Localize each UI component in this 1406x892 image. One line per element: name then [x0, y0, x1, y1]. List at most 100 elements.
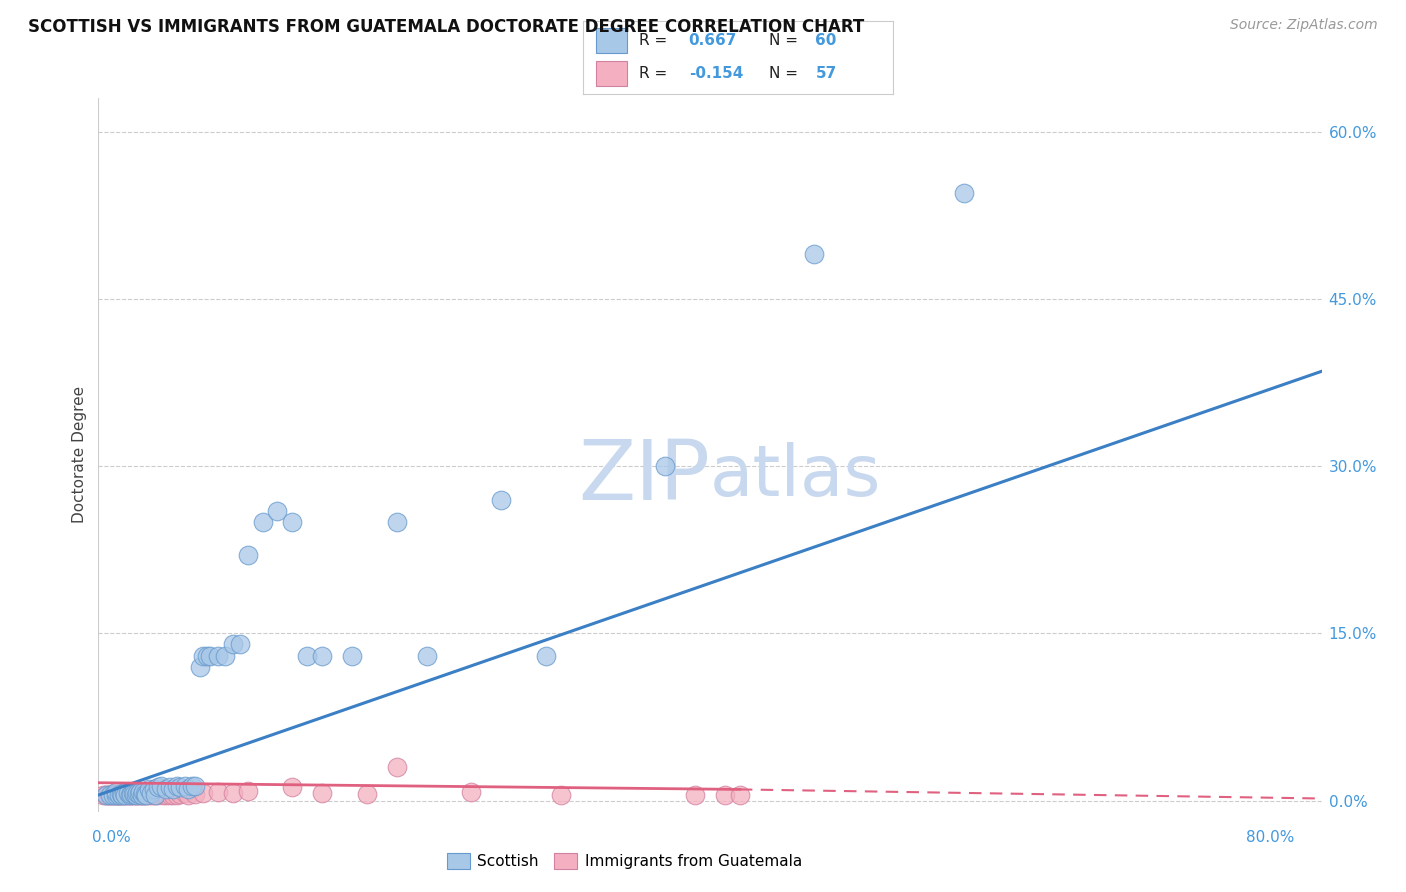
- Legend: Scottish, Immigrants from Guatemala: Scottish, Immigrants from Guatemala: [440, 847, 808, 875]
- Point: [200, 648, 222, 663]
- Point: [117, 786, 139, 800]
- Point: [177, 788, 200, 802]
- Point: [174, 779, 197, 793]
- Point: [236, 783, 259, 797]
- Point: [385, 760, 408, 774]
- Point: [683, 788, 706, 802]
- Point: [281, 780, 304, 794]
- Point: [98, 788, 121, 802]
- Point: [340, 648, 363, 663]
- Point: [166, 779, 188, 793]
- Point: [135, 788, 157, 802]
- Point: [143, 788, 166, 802]
- Y-axis label: Doctorate Degree: Doctorate Degree: [72, 386, 87, 524]
- FancyBboxPatch shape: [596, 28, 627, 54]
- Point: [311, 786, 333, 800]
- Point: [162, 782, 184, 797]
- Text: R =: R =: [640, 66, 672, 81]
- Point: [105, 788, 128, 802]
- Point: [91, 788, 114, 802]
- Point: [952, 186, 974, 200]
- Point: [166, 788, 188, 802]
- Text: 0.667: 0.667: [689, 33, 737, 48]
- Point: [489, 492, 512, 507]
- Point: [118, 788, 141, 802]
- Point: [356, 787, 378, 801]
- Point: [108, 788, 131, 802]
- Point: [112, 786, 135, 800]
- Point: [127, 786, 149, 800]
- FancyBboxPatch shape: [596, 61, 627, 87]
- Point: [415, 648, 437, 663]
- Point: [188, 660, 211, 674]
- Point: [129, 788, 152, 802]
- Point: [191, 648, 214, 663]
- Point: [94, 788, 117, 802]
- Point: [174, 786, 197, 800]
- Point: [728, 788, 751, 802]
- Point: [111, 788, 134, 802]
- Point: [714, 788, 737, 802]
- Point: [103, 787, 125, 801]
- Point: [803, 247, 825, 261]
- Text: 60: 60: [815, 33, 837, 48]
- Point: [103, 788, 125, 802]
- Point: [214, 648, 236, 663]
- Point: [142, 782, 165, 797]
- Text: ZIP: ZIP: [578, 436, 710, 516]
- Point: [159, 780, 181, 794]
- Point: [98, 788, 121, 802]
- Point: [96, 788, 118, 802]
- Point: [385, 515, 408, 529]
- Point: [155, 788, 177, 802]
- Point: [143, 788, 166, 802]
- Text: 80.0%: 80.0%: [1246, 830, 1295, 845]
- Point: [129, 785, 152, 799]
- Point: [229, 637, 252, 651]
- Point: [115, 788, 138, 802]
- Point: [105, 788, 128, 802]
- Point: [169, 787, 191, 801]
- Point: [128, 788, 150, 802]
- Point: [104, 788, 127, 802]
- Point: [221, 786, 243, 800]
- Point: [128, 787, 150, 801]
- Point: [550, 788, 572, 802]
- Text: atlas: atlas: [710, 442, 882, 511]
- Text: R =: R =: [640, 33, 672, 48]
- Point: [94, 788, 117, 802]
- Point: [207, 785, 229, 799]
- Point: [117, 788, 139, 802]
- Point: [110, 787, 132, 801]
- Text: N =: N =: [769, 66, 803, 81]
- Point: [152, 788, 174, 802]
- Point: [127, 788, 149, 802]
- Point: [460, 785, 482, 799]
- Point: [118, 788, 141, 802]
- Point: [534, 648, 557, 663]
- Point: [112, 788, 135, 802]
- Point: [108, 788, 131, 802]
- Point: [138, 782, 160, 797]
- Point: [184, 787, 207, 801]
- Point: [146, 780, 169, 794]
- Point: [131, 788, 153, 802]
- Point: [107, 788, 129, 802]
- Point: [105, 785, 128, 799]
- Point: [122, 787, 145, 801]
- Point: [281, 515, 304, 529]
- Point: [207, 648, 229, 663]
- Point: [177, 782, 200, 797]
- Point: [111, 788, 134, 802]
- Point: [103, 788, 125, 802]
- Point: [195, 648, 218, 663]
- Point: [110, 788, 132, 802]
- Point: [169, 780, 191, 794]
- Point: [236, 548, 259, 563]
- Point: [121, 786, 143, 800]
- Text: 57: 57: [815, 66, 837, 81]
- Text: N =: N =: [769, 33, 803, 48]
- Point: [132, 788, 155, 802]
- Point: [252, 515, 274, 529]
- Point: [125, 788, 148, 802]
